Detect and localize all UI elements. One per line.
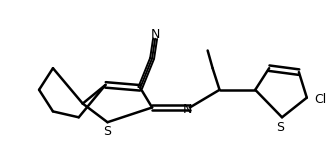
Text: S: S xyxy=(276,121,284,134)
Text: N: N xyxy=(183,103,193,116)
Text: Cl: Cl xyxy=(315,93,327,106)
Text: N: N xyxy=(150,28,160,41)
Text: S: S xyxy=(104,125,112,138)
